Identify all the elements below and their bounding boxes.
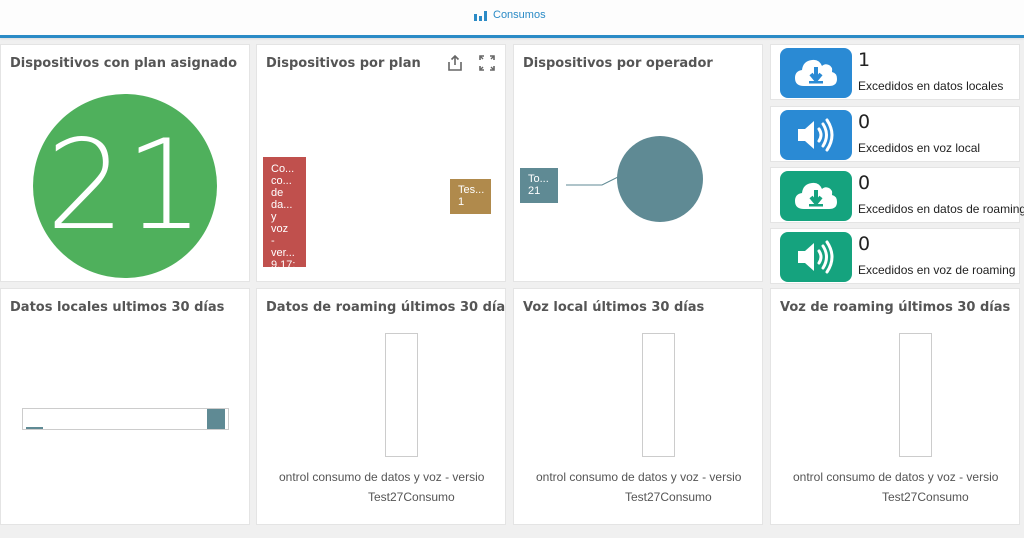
- device-count-circle: 21: [33, 94, 217, 278]
- kpi-label: Excedidos en datos de roaming: [858, 202, 1024, 216]
- chart-axis-label: ontrol consumo de datos y voz - versio: [536, 470, 742, 484]
- plan-slice-label-right: Tes... 1: [450, 179, 491, 214]
- cloud-download-icon: [795, 182, 837, 209]
- chart-axis-label: Test27Consumo: [368, 490, 455, 504]
- kpi-value: 0: [858, 111, 871, 133]
- bar-segment: [207, 409, 225, 429]
- plan-slice-label-left: Co... co... de da... y voz - ver... 9.17…: [263, 157, 306, 267]
- card-devices-with-plan: Dispositivos con plan asignado 21: [0, 44, 250, 282]
- plan-label-line: Tes...: [458, 184, 485, 196]
- kpi-icon-box: [780, 232, 852, 282]
- chart-axis-label: Test27Consumo: [882, 490, 969, 504]
- kpi-value: 1: [858, 49, 871, 71]
- card-title: Datos de roaming últimos 30 días: [266, 300, 506, 315]
- plan-label-line: da...: [271, 199, 293, 211]
- card-title: Datos locales ultimos 30 días: [10, 300, 225, 315]
- kpi-datos-roaming: 0 Excedidos en datos de roaming: [770, 167, 1024, 223]
- datos-locales-bar: [22, 408, 229, 430]
- kpi-icon-box: [780, 48, 852, 98]
- operator-slice-label: To... 21: [520, 168, 558, 203]
- card-title: Dispositivos por operador: [523, 56, 713, 71]
- kpi-voz-roaming: 0 Excedidos en voz de roaming: [770, 228, 1020, 284]
- plan-label-line: y: [271, 211, 277, 223]
- chart-axis-label: ontrol consumo de datos y voz - versio: [279, 470, 485, 484]
- plan-label-line: 1: [458, 196, 465, 208]
- speaker-icon: [798, 240, 834, 274]
- card-title: Dispositivos por plan: [266, 56, 421, 71]
- card-voz-local: Voz local últimos 30 días ontrol consumo…: [513, 288, 763, 525]
- plan-label-line: Co...: [271, 163, 295, 175]
- card-title: Dispositivos con plan asignado: [10, 56, 238, 71]
- kpi-datos-locales: 1 Excedidos en datos locales: [770, 44, 1020, 100]
- fullscreen-icon[interactable]: [479, 55, 495, 71]
- speaker-icon: [798, 118, 834, 152]
- chart-bar-outline: [899, 333, 932, 457]
- card-title: Voz local últimos 30 días: [523, 300, 705, 315]
- chart-axis-label: ontrol consumo de datos y voz - versio: [793, 470, 999, 484]
- chart-bar-outline: [642, 333, 675, 457]
- card-voz-roaming: Voz de roaming últimos 30 días ontrol co…: [770, 288, 1020, 525]
- plan-label-line: co...: [271, 175, 292, 187]
- operator-label-line: 21: [528, 185, 541, 197]
- kpi-label: Excedidos en voz de roaming: [858, 263, 1016, 277]
- kpi-icon-box: [780, 171, 852, 221]
- device-count-value: 21: [46, 114, 204, 258]
- kpi-icon-box: [780, 110, 852, 160]
- chart-bar-outline: [385, 333, 418, 457]
- leader-line: [566, 176, 619, 186]
- bar-segment: [26, 427, 43, 429]
- card-datos-locales: Datos locales ultimos 30 días: [0, 288, 250, 525]
- plan-label-line: de: [271, 187, 284, 199]
- plan-label-line: ver...: [271, 247, 295, 259]
- kpi-value: 0: [858, 233, 871, 255]
- bar-chart-icon: [474, 10, 487, 21]
- kpi-voz-local: 0 Excedidos en voz local: [770, 106, 1020, 162]
- chart-axis-label: Test27Consumo: [625, 490, 712, 504]
- tab-consumos-label: Consumos: [493, 9, 546, 21]
- top-navbar: Consumos: [0, 0, 1024, 38]
- plan-label-line: -: [271, 235, 275, 247]
- operator-label-line: To...: [528, 173, 549, 185]
- plan-label-line: 9.17:: [271, 259, 296, 267]
- kpi-label: Excedidos en datos locales: [858, 79, 1004, 93]
- plan-label-line: voz: [271, 223, 289, 235]
- card-title: Voz de roaming últimos 30 días: [780, 300, 1011, 315]
- pie-slice[interactable]: [617, 136, 703, 222]
- tab-consumos[interactable]: Consumos: [474, 9, 546, 21]
- kpi-label: Excedidos en voz local: [858, 141, 981, 155]
- card-datos-roaming: Datos de roaming últimos 30 días ontrol …: [256, 288, 506, 525]
- card-devices-by-plan: Dispositivos por plan Co... co... de da.…: [256, 44, 506, 282]
- card-devices-by-operator: Dispositivos por operador To... 21: [513, 44, 763, 282]
- cloud-download-icon: [795, 59, 837, 86]
- kpi-value: 0: [858, 172, 871, 194]
- share-icon[interactable]: [446, 54, 464, 72]
- operator-pie-chart: [566, 136, 703, 222]
